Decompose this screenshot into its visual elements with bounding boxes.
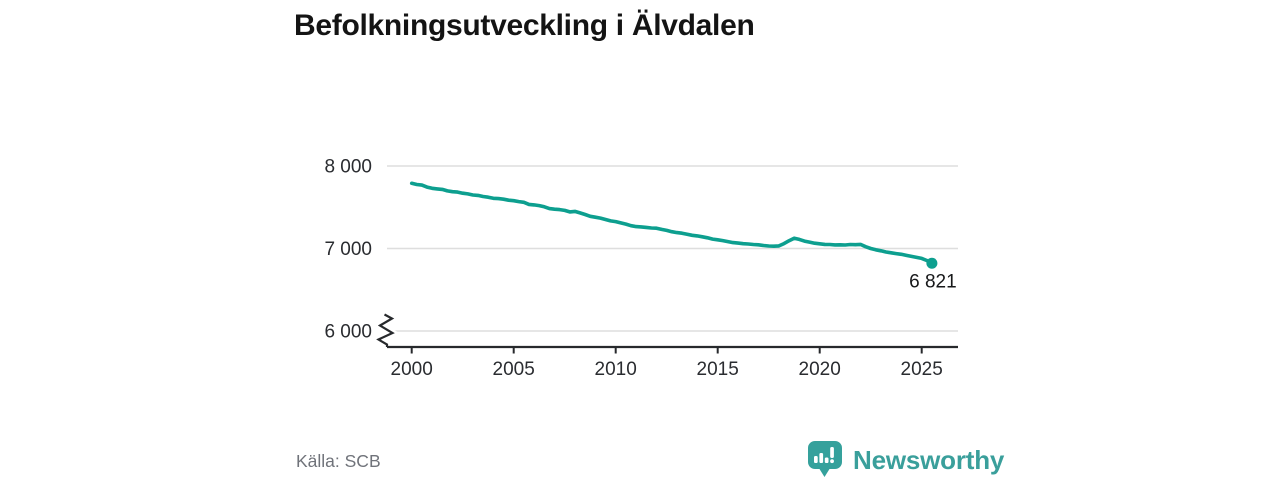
y-tick-label: 8 000 xyxy=(324,157,372,178)
end-point-dot xyxy=(926,257,938,269)
x-tick: 2015 xyxy=(697,347,739,380)
axis-break-icon xyxy=(376,313,395,347)
x-tick: 2020 xyxy=(799,347,841,380)
x-tick-label: 2005 xyxy=(493,359,535,380)
x-tick: 2005 xyxy=(493,347,535,380)
x-tick: 2000 xyxy=(391,347,433,380)
end-point-label: 6 821 xyxy=(909,271,957,292)
x-tick: 2025 xyxy=(901,347,943,380)
x-tick-label: 2020 xyxy=(799,359,841,380)
y-tick: 7 000 xyxy=(324,239,958,260)
x-tick-label: 2010 xyxy=(595,359,637,380)
x-tick-label: 2015 xyxy=(697,359,739,380)
page-title: Befolkningsutveckling i Älvdalen xyxy=(294,9,755,42)
x-tick: 2010 xyxy=(595,347,637,380)
newsworthy-chart-bubble-icon xyxy=(808,441,842,477)
x-tick-label: 2025 xyxy=(901,359,943,380)
y-tick: 6 000 xyxy=(324,322,958,343)
population-line xyxy=(409,181,934,266)
source-note: Källa: SCB xyxy=(296,451,381,471)
newsworthy-wordmark: Newsworthy xyxy=(853,444,1005,475)
y-tick-label: 6 000 xyxy=(324,322,372,343)
y-tick-label: 7 000 xyxy=(324,239,372,260)
x-tick-label: 2000 xyxy=(391,359,433,380)
newsworthy-logo[interactable]: Newsworthy xyxy=(806,440,1004,480)
y-tick: 8 000 xyxy=(324,157,958,178)
